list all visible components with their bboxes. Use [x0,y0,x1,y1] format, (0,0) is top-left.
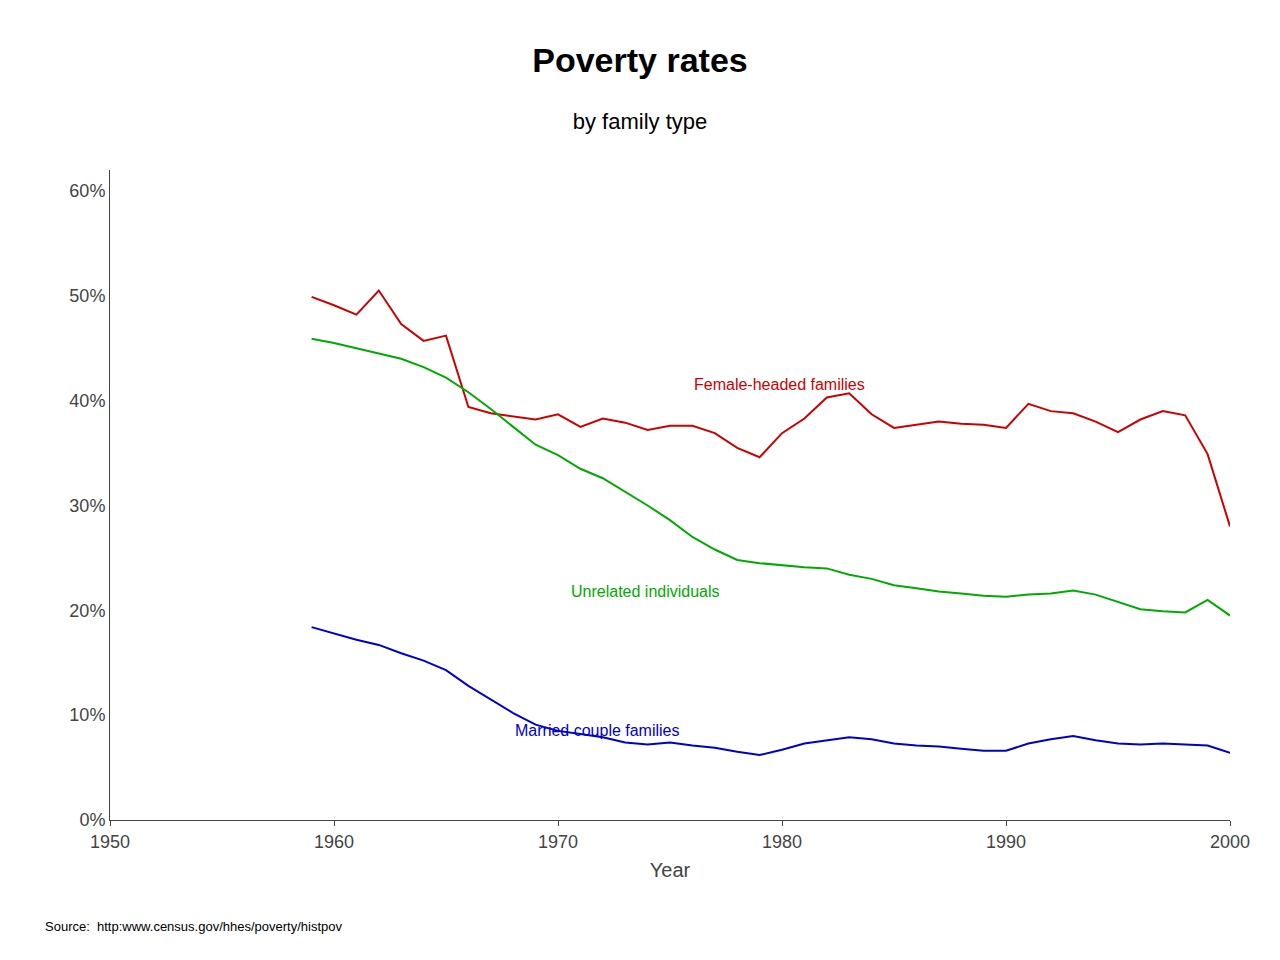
svg-text:Female-headed families: Female-headed families [694,376,865,393]
svg-text:20%: 20% [69,601,105,621]
svg-text:by family type: by family type [573,109,708,134]
svg-text:1990: 1990 [986,832,1026,852]
svg-text:Married couple families: Married couple families [515,722,680,739]
svg-text:1960: 1960 [314,832,354,852]
svg-text:Poverty rates: Poverty rates [532,41,747,79]
svg-text:10%: 10% [69,705,105,725]
svg-text:0%: 0% [79,810,105,830]
svg-text:1970: 1970 [538,832,578,852]
svg-text:2000: 2000 [1210,832,1250,852]
svg-text:1980: 1980 [762,832,802,852]
svg-text:Source: http:www.census.gov/h: Source: http:www.census.gov/hhes/poverty… [45,919,342,934]
svg-text:60%: 60% [69,181,105,201]
svg-text:40%: 40% [69,391,105,411]
svg-text:Unrelated individuals: Unrelated individuals [571,583,720,600]
svg-text:50%: 50% [69,286,105,306]
svg-text:30%: 30% [69,496,105,516]
svg-text:1950: 1950 [90,832,130,852]
svg-text:Year: Year [650,859,691,881]
